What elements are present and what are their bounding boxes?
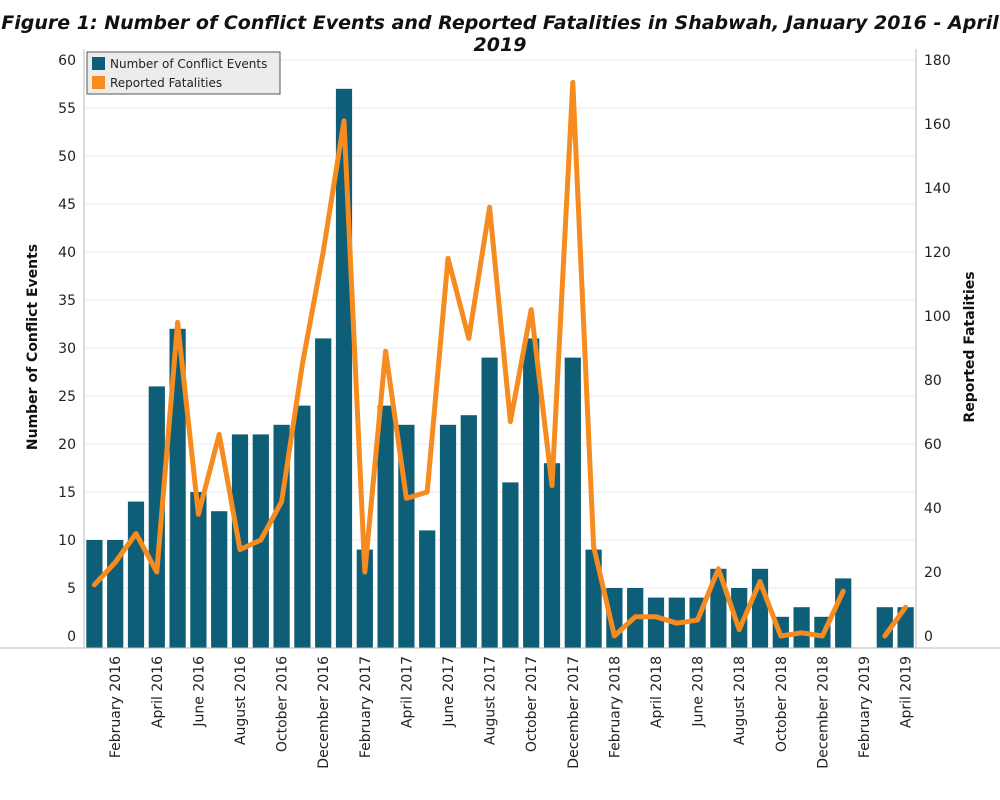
- right-tick-label: 20: [924, 565, 942, 581]
- bar: [897, 607, 914, 648]
- right-tick-label: 160: [924, 117, 951, 133]
- bar: [523, 338, 540, 648]
- right-tick-label: 140: [924, 181, 951, 197]
- bar: [356, 549, 373, 648]
- event-bars: [86, 88, 914, 649]
- bar: [543, 463, 561, 648]
- x-tick-label: April 2018: [649, 656, 665, 728]
- left-tick-label: 30: [58, 341, 76, 357]
- right-tick-label: 0: [924, 629, 933, 645]
- x-tick-label: February 2018: [607, 656, 623, 758]
- left-tick-label: 50: [58, 149, 76, 165]
- left-tick-label: 55: [58, 101, 76, 117]
- x-tick-label: December 2018: [815, 656, 831, 769]
- right-tick-label: 100: [924, 309, 951, 325]
- bar: [315, 338, 332, 648]
- bar: [502, 482, 519, 648]
- bar: [148, 386, 165, 648]
- x-tick-label: August 2016: [233, 656, 249, 745]
- left-axis-label: Number of Conflict Events: [25, 244, 41, 450]
- x-tick-label: October 2017: [524, 656, 540, 752]
- bar: [876, 607, 893, 648]
- right-tick-label: 60: [924, 437, 942, 453]
- right-tick-label: 80: [924, 373, 942, 389]
- legend-label-events: Number of Conflict Events: [110, 57, 267, 71]
- left-tick-label: 0: [67, 629, 76, 645]
- x-tick-label: December 2017: [566, 656, 582, 769]
- right-tick-label: 120: [924, 245, 951, 261]
- bar: [710, 568, 727, 648]
- bar: [127, 501, 145, 648]
- x-tick-label: June 2016: [191, 656, 207, 728]
- fatalities-line-segment: [91, 79, 846, 639]
- x-tick-label: April 2019: [899, 656, 915, 728]
- legend-box: [86, 51, 281, 95]
- left-tick-label: 10: [58, 533, 76, 549]
- x-tick-label: June 2017: [441, 656, 457, 728]
- bar: [647, 597, 665, 648]
- legend-swatch-fatalities: [92, 76, 105, 89]
- bar: [211, 511, 228, 648]
- right-axis-label: Reported Fatalities: [962, 271, 978, 422]
- bar: [190, 492, 207, 648]
- x-tick-label: October 2018: [774, 656, 790, 752]
- fatalities-line: [91, 79, 909, 639]
- right-tick-label: 180: [924, 53, 951, 69]
- bar: [793, 607, 810, 648]
- left-tick-label: 40: [58, 245, 76, 261]
- bar: [439, 424, 457, 648]
- x-tick-label: April 2017: [399, 656, 415, 728]
- x-tick-label: December 2016: [316, 656, 332, 769]
- x-tick-label: February 2019: [857, 656, 873, 758]
- left-tick-label: 15: [58, 485, 76, 501]
- left-tick-label: 60: [58, 53, 76, 69]
- left-tick-label: 35: [58, 293, 76, 309]
- x-tick-label: April 2016: [150, 656, 166, 728]
- bar: [86, 540, 103, 648]
- left-tick-label: 5: [67, 581, 76, 597]
- left-tick-labels: 0 5 10 15 20 25 30 35 40 45 50 55 60: [58, 53, 76, 645]
- left-tick-label: 45: [58, 197, 76, 213]
- bar: [481, 357, 498, 648]
- chart-title: Figure 1: Number of Conflict Events and …: [1, 12, 999, 56]
- bar: [169, 328, 186, 648]
- x-tick-label: June 2018: [691, 656, 707, 728]
- bar: [460, 415, 477, 648]
- fatalities-line-segment: [882, 604, 909, 639]
- x-tick-label: August 2017: [483, 656, 499, 745]
- x-tick-label: August 2018: [732, 656, 748, 745]
- bar: [419, 530, 436, 648]
- axes: [0, 49, 1000, 649]
- bar: [731, 588, 748, 648]
- x-tick-label: October 2016: [275, 656, 291, 752]
- bar: [564, 357, 581, 648]
- x-tick-label: February 2016: [108, 656, 124, 758]
- left-tick-label: 25: [58, 389, 76, 405]
- legend-label-fatalities: Reported Fatalities: [110, 76, 222, 90]
- x-tick-labels: February 2016 April 2016 June 2016 August 2…: [108, 656, 914, 769]
- right-tick-label: 40: [924, 501, 942, 517]
- bar: [294, 405, 311, 648]
- left-tick-label: 20: [58, 437, 76, 453]
- legend: Number of Conflict Events Reported Fatal…: [86, 51, 281, 95]
- x-tick-label: February 2017: [358, 656, 374, 758]
- legend-swatch-events: [92, 57, 105, 70]
- bar: [377, 405, 394, 648]
- right-tick-labels: 0 20 40 60 80 100 120 140 160 180: [924, 53, 951, 645]
